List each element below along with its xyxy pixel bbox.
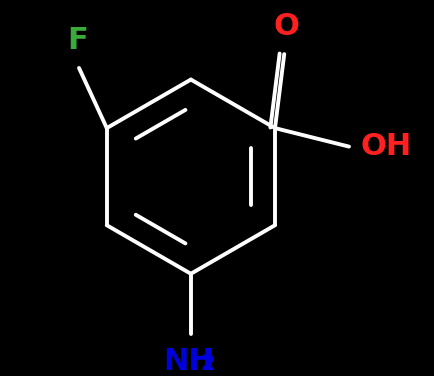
Text: O: O	[273, 12, 298, 41]
Text: F: F	[67, 26, 87, 55]
Text: NH: NH	[163, 347, 214, 376]
Text: 2: 2	[200, 354, 214, 374]
Text: OH: OH	[359, 132, 411, 161]
